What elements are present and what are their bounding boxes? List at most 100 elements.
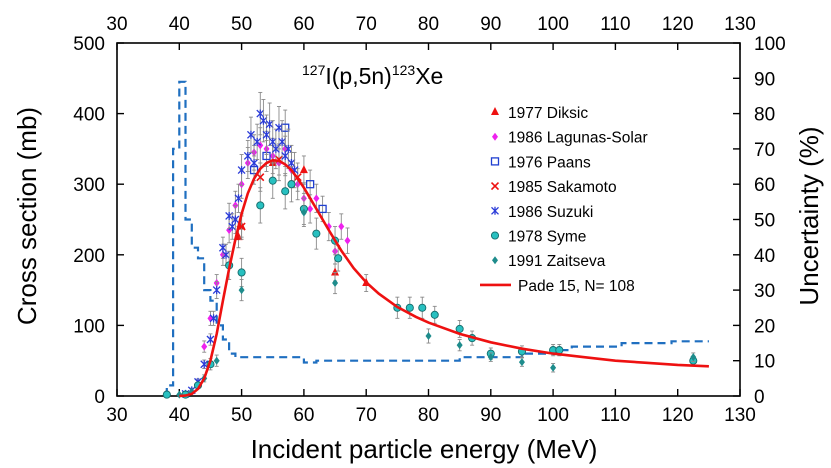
data-point [334,254,343,263]
data-point [305,180,315,189]
x-tick-label-top: 120 [662,14,694,35]
legend-marker [490,182,500,191]
legend-label: Pade 15, N= 108 [518,278,635,295]
y2-tick-label: 60 [754,175,775,196]
x-tick-label-bottom: 90 [480,405,501,426]
title-product: Xe [415,63,443,89]
y2-axis-title: Uncertainty (%) [794,126,824,305]
data-point [250,159,259,168]
data-point [287,159,296,168]
y2-tick-label: 10 [754,352,775,373]
y2-tick-label: 20 [754,316,775,337]
legend-label: 1978 Syme [508,229,586,246]
x-tick-label-top: 100 [537,14,569,35]
data-point [237,166,246,175]
pade-fit-curve [179,158,709,398]
data-point [256,201,265,210]
data-point [218,243,227,252]
data-point [313,194,320,203]
data-point [222,250,230,259]
legend-marker [492,132,498,141]
data-point [287,180,296,189]
y-tick-label: 500 [73,34,105,55]
data-point [271,144,280,153]
y2-tick-label: 30 [754,281,775,302]
data-point [278,137,287,146]
x-axis-title: Incident particle energy (MeV) [251,434,598,464]
data-point [268,176,277,185]
data-point [256,109,265,118]
y2-tick-label: 80 [754,105,775,126]
y-tick-label: 200 [73,246,105,267]
data-point [262,130,271,139]
legend-label: 1977 Diksic [508,105,588,122]
y2-tick-label: 100 [754,34,786,55]
data-point [200,360,209,369]
data-point [331,267,340,276]
data-point [555,346,564,355]
data-point [162,390,171,399]
data-point [281,151,290,160]
axis-ticks: 3030404050506060707080809090100100110110… [73,14,785,426]
data-point [238,286,245,295]
data-point [518,358,525,367]
data-point [268,137,277,146]
x-tick-label-bottom: 50 [231,405,252,426]
legend-marker [490,157,500,166]
data-point [284,144,293,153]
data-point [487,353,494,362]
data-point [418,303,427,312]
y2-tick-label: 70 [754,140,775,161]
y-tick-label: 400 [73,105,105,126]
data-point [206,335,215,344]
data-point [332,279,339,288]
data-point [201,342,208,351]
y-axis-title: Cross section (mb) [12,107,42,325]
x-tick-label-top: 80 [418,14,439,35]
x-tick-label-bottom: 130 [724,405,756,426]
legend-marker [491,107,499,115]
legend: 1977 Diksic 1986 Lagunas-Solar 1976 Paans 1… [480,105,648,295]
y2-tick-label: 0 [754,387,765,408]
fit-line-pade [179,158,709,398]
legend-label: 1985 Sakamoto [508,179,617,196]
data-point [690,353,697,362]
data-point [425,331,432,340]
data-point [265,120,274,129]
data-point [430,310,439,319]
legend-marker [492,256,498,265]
data-point [312,229,321,238]
data-point [307,204,314,213]
legend-label: 1976 Paans [508,154,591,171]
x-tick-label-top: 40 [169,14,190,35]
x-tick-label-top: 70 [356,14,377,35]
x-tick-label-top: 60 [293,14,314,35]
y-tick-label: 100 [73,316,105,337]
data-point [275,123,283,132]
data-point [237,268,246,277]
data-point [455,324,464,333]
x-tick-label-top: 30 [106,14,127,35]
data-point [209,314,218,323]
x-tick-label-bottom: 110 [600,405,630,426]
title-superscript-mass: 127 [302,62,326,78]
x-tick-label-bottom: 80 [418,405,439,426]
x-tick-label-top: 130 [724,14,756,35]
chart-title: 127I(p,5n)123Xe [302,62,443,89]
x-tick-label-top: 50 [231,14,252,35]
data-point [344,236,351,245]
legend-label: 1991 Zaitseva [508,253,606,270]
data-point [234,194,243,203]
x-tick-label-top: 90 [480,14,501,35]
data-point [231,215,240,224]
x-tick-label-bottom: 120 [662,405,694,426]
data-point [281,187,290,196]
data-point [405,303,414,312]
y2-tick-label: 50 [754,211,775,232]
legend-label: 1986 Suzuki [508,204,593,221]
x-tick-label-bottom: 100 [537,405,569,426]
data-point [228,222,237,231]
legend-marker [491,206,499,215]
